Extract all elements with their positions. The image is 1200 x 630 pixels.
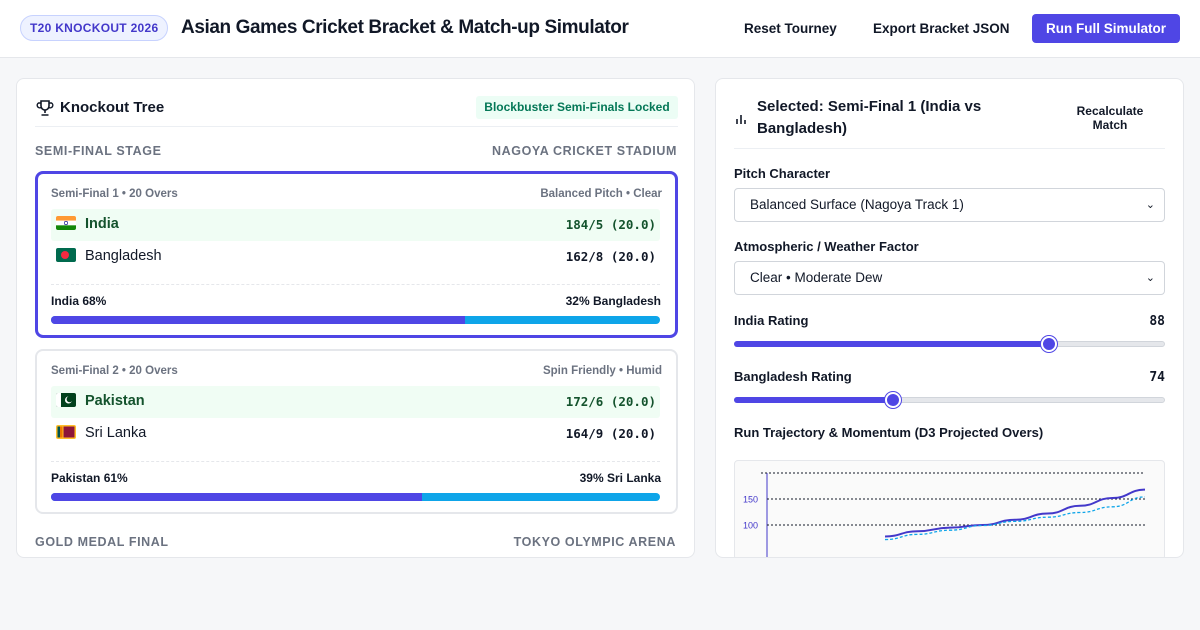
event-badge: T20 KNOCKOUT 2026	[20, 15, 169, 41]
y-tick-label: 150	[743, 495, 758, 505]
recalculate-button[interactable]: Recalculate Match	[1076, 104, 1144, 132]
slider-fill	[734, 397, 894, 403]
export-bracket-button[interactable]: Export Bracket JSON	[873, 21, 1010, 36]
pitch-select[interactable]: Balanced Surface (Nagoya Track 1) ⌄	[734, 188, 1165, 222]
team-name: India	[85, 216, 119, 232]
team-row[interactable]: Bangladesh 162/8 (20.0)	[51, 241, 660, 273]
team-name: Pakistan	[85, 393, 145, 409]
team-score: 164/9 (20.0)	[565, 426, 656, 441]
series-line-1	[884, 488, 1146, 538]
team-row-winner[interactable]: India 184/5 (20.0)	[51, 209, 660, 241]
stage-venue: NAGOYA CRICKET STADIUM	[492, 144, 677, 158]
selected-match-title: Selected: Semi-Final 1 (India vs Banglad…	[757, 98, 982, 137]
rating-label: Bangladesh Rating	[734, 369, 852, 384]
weather-select[interactable]: Clear • Moderate Dew ⌄	[734, 261, 1165, 295]
team-name: Sri Lanka	[85, 425, 147, 441]
pitch-select-value: Balanced Surface (Nagoya Track 1)	[750, 197, 964, 212]
divider	[51, 284, 660, 285]
status-badge: Blockbuster Semi-Finals Locked	[476, 96, 678, 119]
win-prob-right: 32% Bangladesh	[565, 294, 661, 308]
reset-tourney-button[interactable]: Reset Tourney	[744, 21, 837, 36]
weather-label: Atmospheric / Weather Factor	[734, 239, 919, 254]
slider-thumb[interactable]	[1040, 336, 1057, 352]
win-probability-bar	[51, 493, 660, 501]
match-conditions: Spin Friendly • Humid	[542, 365, 662, 377]
win-prob-left: Pakistan 61%	[51, 471, 128, 485]
team-row-winner[interactable]: Pakistan 172/6 (20.0)	[51, 386, 660, 418]
weather-select-value: Clear • Moderate Dew	[750, 270, 883, 285]
app-title: Asian Games Cricket Bracket & Match-up S…	[181, 17, 629, 38]
win-prob-right: 39% Sri Lanka	[579, 471, 661, 485]
slider-fill	[734, 341, 1049, 347]
team-score: 172/6 (20.0)	[565, 394, 656, 409]
stage-venue: TOKYO OLYMPIC ARENA	[513, 535, 676, 549]
trajectory-chart-svg: 100 150	[743, 472, 1146, 557]
win-probability-fill	[51, 316, 466, 324]
match-detail-panel: Selected: Semi-Final 1 (India vs Banglad…	[715, 78, 1184, 558]
win-probability-fill	[51, 493, 423, 501]
match-label: Semi-Final 2 • 20 Overs	[51, 365, 178, 377]
bangladesh-flag	[56, 248, 76, 262]
pitch-label: Pitch Character	[734, 166, 831, 181]
win-probability-bar	[51, 316, 660, 324]
team-row[interactable]: Sri Lanka 164/9 (20.0)	[51, 418, 660, 450]
stage-label: SEMI-FINAL STAGE	[35, 144, 162, 158]
rating-value: 74	[1149, 370, 1165, 385]
bar-chart-icon	[736, 115, 746, 124]
chevron-down-icon: ⌄	[1145, 272, 1155, 284]
divider	[734, 148, 1165, 149]
match-label: Semi-Final 1 • 20 Overs	[51, 188, 178, 200]
stage-label: GOLD MEDAL FINAL	[35, 535, 169, 549]
series-line-2	[884, 496, 1146, 541]
match-card-sf1[interactable]: Semi-Final 1 • 20 Overs Balanced Pitch •…	[35, 171, 678, 338]
bracket-title: Knockout Tree	[60, 99, 165, 116]
slider-thumb[interactable]	[885, 392, 902, 408]
win-prob-left: India 68%	[51, 294, 107, 308]
top-bar: T20 KNOCKOUT 2026 Asian Games Cricket Br…	[0, 0, 1200, 58]
india-flag	[56, 216, 76, 230]
match-conditions: Balanced Pitch • Clear	[540, 188, 662, 200]
team-score: 162/8 (20.0)	[565, 249, 656, 264]
chevron-down-icon: ⌄	[1145, 199, 1155, 211]
sri-lanka-flag	[56, 425, 76, 439]
y-tick-label: 100	[743, 521, 758, 531]
bangladesh-rating-slider[interactable]	[734, 392, 1165, 408]
pakistan-flag	[56, 393, 76, 407]
chart-title: Run Trajectory & Momentum (D3 Projected …	[734, 425, 1044, 440]
run-simulator-button[interactable]: Run Full Simulator	[1032, 14, 1180, 43]
divider	[51, 461, 660, 462]
team-score: 184/5 (20.0)	[565, 217, 656, 232]
trophy-icon	[36, 100, 54, 116]
knockout-tree-panel: Knockout Tree Blockbuster Semi-Finals Lo…	[16, 78, 695, 558]
india-rating-slider[interactable]	[734, 336, 1165, 352]
match-card-sf2[interactable]: Semi-Final 2 • 20 Overs Spin Friendly • …	[35, 349, 678, 514]
trajectory-chart: 100 150	[734, 460, 1165, 557]
rating-label: India Rating	[734, 313, 809, 328]
divider	[35, 126, 678, 127]
team-name: Bangladesh	[85, 248, 162, 264]
rating-value: 88	[1149, 314, 1165, 329]
